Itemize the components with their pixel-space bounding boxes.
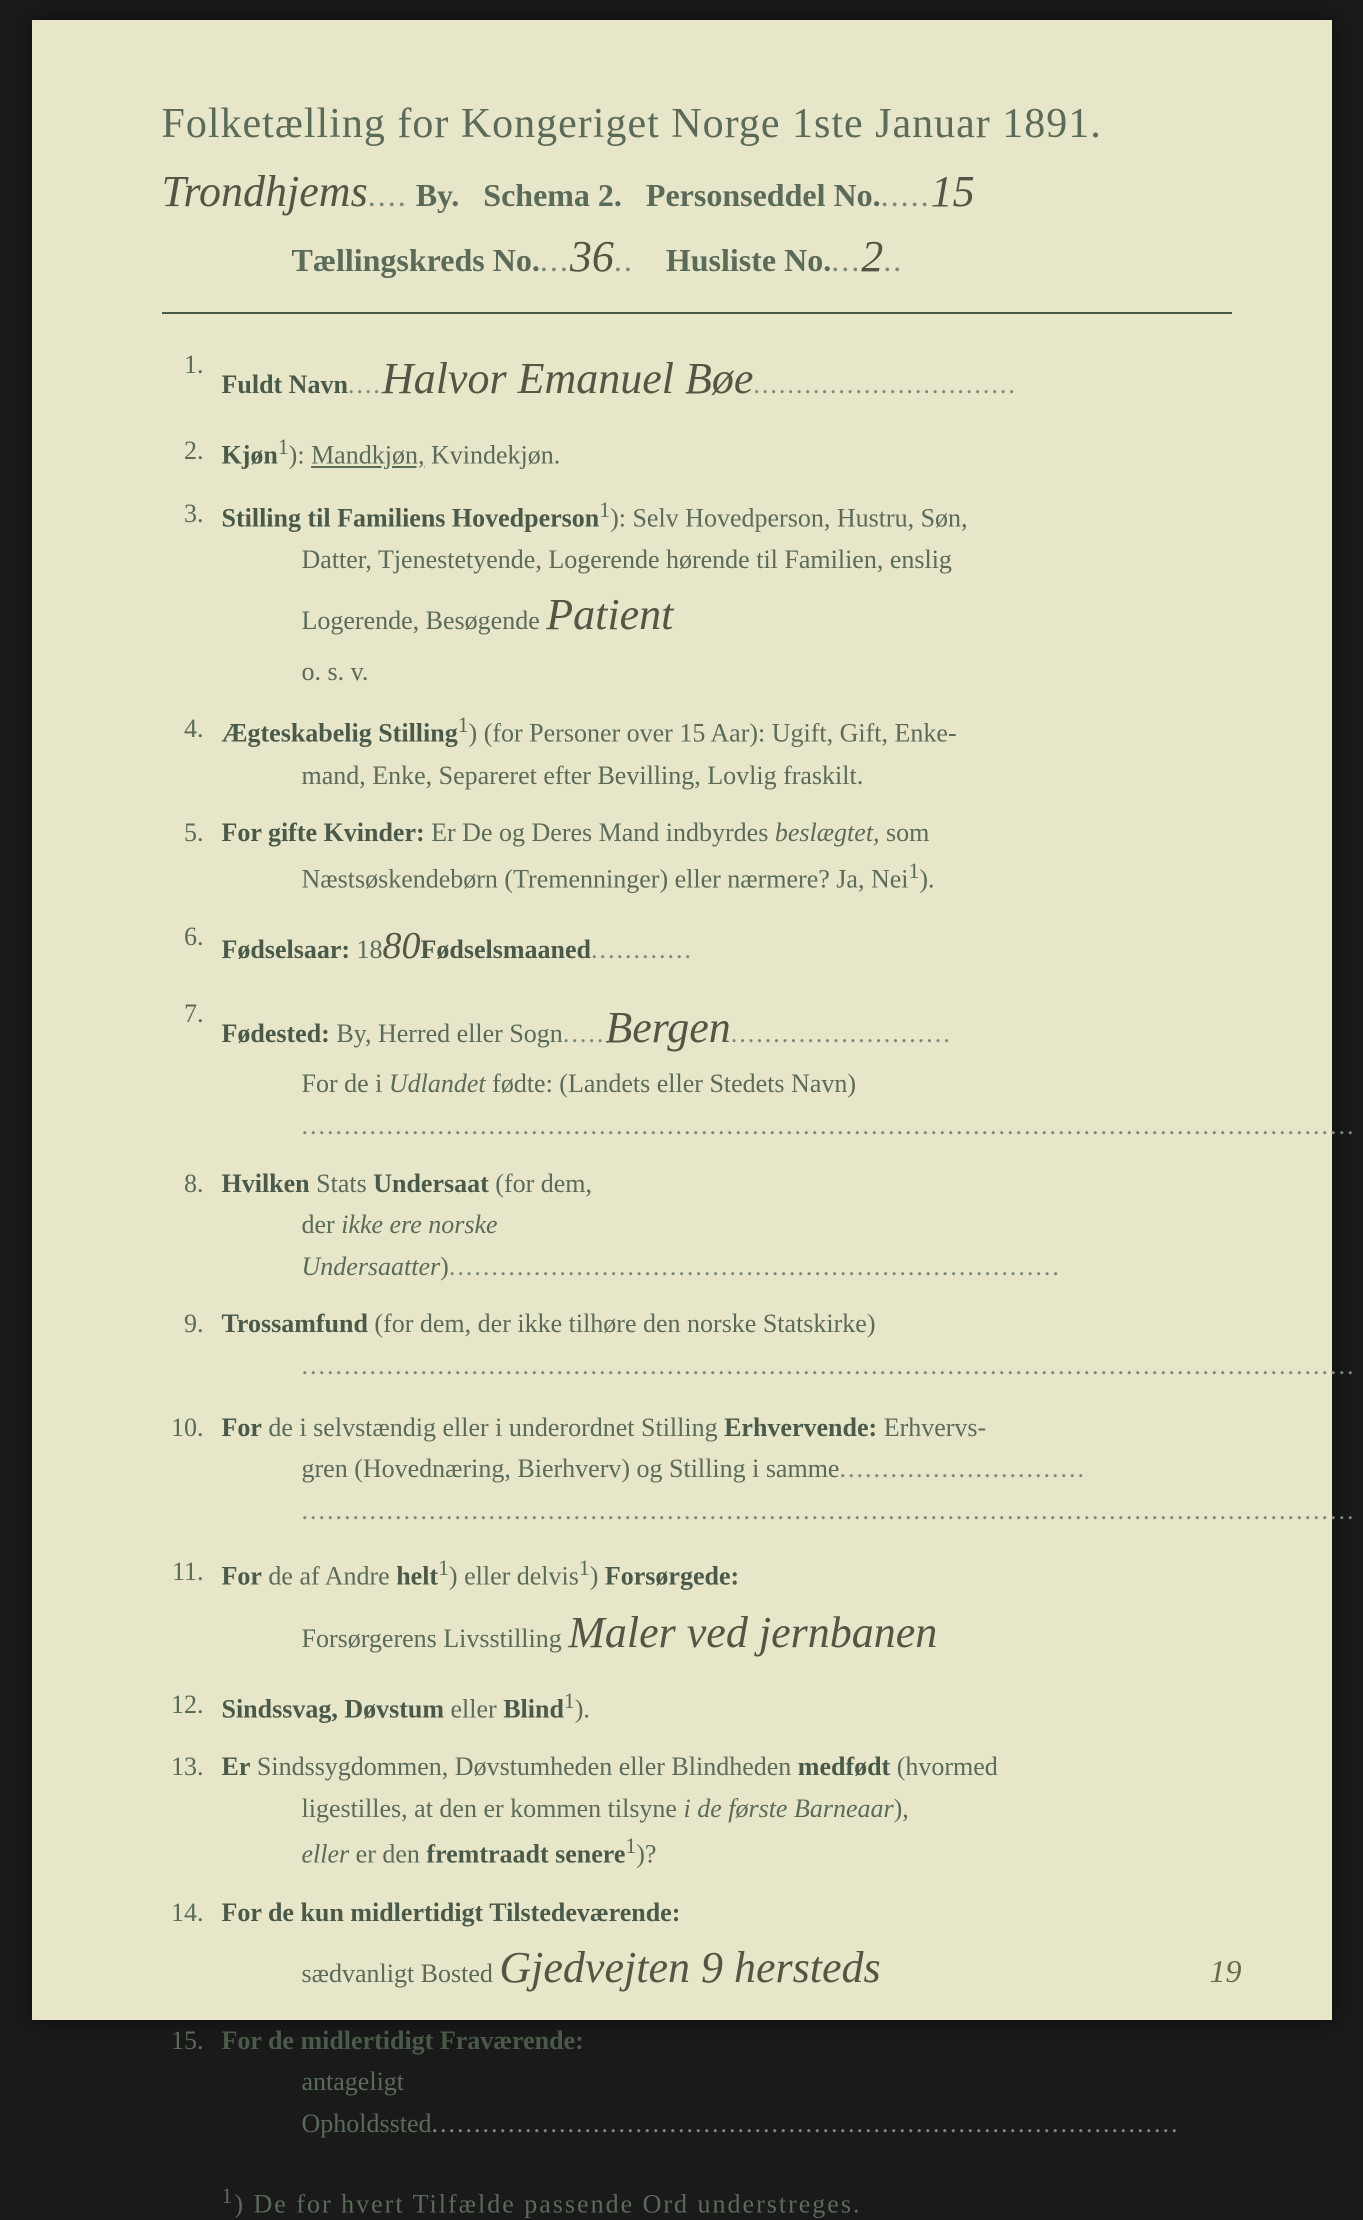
schema-label: Schema 2. [483, 177, 622, 213]
item-4: 4. Ægteskabelig Stilling1) (for Personer… [162, 708, 1232, 796]
item-10: 10. For de i selvstændig eller i underor… [162, 1407, 1232, 1532]
item-7: 7. Fødested: By, Herred eller Sogn.....B… [162, 993, 1232, 1147]
birthyear-hw: 80 [383, 916, 421, 977]
item-14: 14. For de kun midlertidigt Tilstedevære… [162, 1892, 1232, 2004]
item-13: 13. Er Sindssygdommen, Døvstumheden elle… [162, 1746, 1232, 1875]
by-label: By. [416, 177, 460, 213]
item-8: 8. Hvilken Stats Undersaat (for dem, der… [162, 1163, 1232, 1288]
status-hw: Patient [546, 580, 673, 650]
census-form-page: Folketælling for Kongeriget Norge 1ste J… [32, 20, 1332, 2020]
provider-occupation-hw: Maler ved jernbanen [568, 1598, 937, 1668]
kreds-label: Tællingskreds No. [292, 242, 540, 278]
divider [162, 312, 1232, 314]
kreds-no: 36 [570, 231, 614, 282]
item-11: 11. For de af Andre helt1) eller delvis1… [162, 1551, 1232, 1668]
form-header: Folketælling for Kongeriget Norge 1ste J… [162, 100, 1232, 282]
item-9: 9. Trossamfund (for dem, der ikke tilhør… [162, 1303, 1232, 1386]
husliste-label: Husliste No. [666, 242, 831, 278]
item-15: 15. For de midlertidigt Fraværende: anta… [162, 2020, 1232, 2145]
personseddel-no: 15 [931, 166, 975, 217]
item-1: 1. Fuldt Navn....Halvor Emanuel Bøe.....… [162, 344, 1232, 414]
page-number: 19 [1210, 1953, 1242, 1990]
item-12: 12. Sindssvag, Døvstum eller Blind1). [162, 1684, 1232, 1730]
header-line-3: Tællingskreds No....36.. Husliste No....… [292, 231, 1232, 282]
residence-hw: Gjedvejten 9 hersteds [499, 1933, 880, 2003]
dots: .... [368, 177, 408, 213]
birthplace-hw: Bergen [605, 993, 730, 1063]
form-title: Folketælling for Kongeriget Norge 1ste J… [162, 100, 1232, 148]
footnote: 1) De for hvert Tilfælde passende Ord un… [162, 2184, 1232, 2220]
item-6: 6. Fødselsaar: 1880Fødselsmaaned........… [162, 916, 1232, 977]
by-handwritten: Trondhjems [162, 166, 368, 217]
item-2: 2. Kjøn1): Mandkjøn, Kvindekjøn. [162, 430, 1232, 476]
husliste-no: 2 [861, 231, 883, 282]
header-line-2: Trondhjems.... By. Schema 2. Personsedde… [162, 166, 1232, 217]
item-5: 5. For gifte Kvinder: Er De og Deres Man… [162, 812, 1232, 900]
gender-selected: Mandkjøn, [311, 441, 424, 470]
form-body: 1. Fuldt Navn....Halvor Emanuel Bøe.....… [162, 344, 1232, 2144]
item-3: 3. Stilling til Familiens Hovedperson1):… [162, 493, 1232, 693]
personseddel-label: Personseddel No. [646, 177, 881, 213]
full-name-hw: Halvor Emanuel Bøe [382, 344, 753, 414]
